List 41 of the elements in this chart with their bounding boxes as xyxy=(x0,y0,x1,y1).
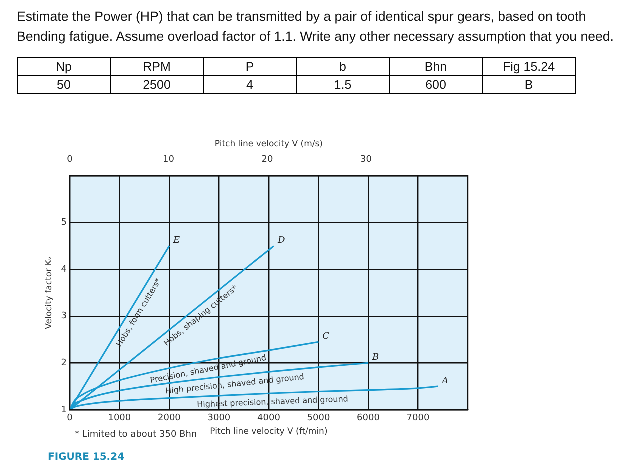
x-tick-label: 6000 xyxy=(357,414,380,424)
x-tick-label: 0 xyxy=(67,414,74,424)
y-tick-label: 5 xyxy=(61,218,67,228)
y-axis-title: Velocity factor Kᵥ xyxy=(44,256,54,330)
annotation: A xyxy=(441,376,450,387)
text: b xyxy=(296,58,390,76)
x-tick-label: 3000 xyxy=(208,414,231,424)
x2-tick-label: 10 xyxy=(162,154,175,165)
text: 4 xyxy=(204,76,296,94)
y-tick-label: 3 xyxy=(61,312,67,322)
x-tick-label: 4000 xyxy=(258,414,281,424)
text: P xyxy=(204,58,296,76)
x-tick-label: 5000 xyxy=(307,414,330,424)
x-tick-label: 2000 xyxy=(158,414,182,424)
y-tick-label: 1 xyxy=(61,405,67,416)
x-axis-title: Pitch line velocity V (ft/min) xyxy=(210,427,328,438)
annotation: C xyxy=(322,332,330,342)
y-tick-label: 4 xyxy=(61,264,68,275)
text: 50 xyxy=(18,76,110,94)
text: Np xyxy=(18,58,110,76)
text: RPM xyxy=(110,58,204,76)
x-tick-label: 7000 xyxy=(406,414,430,424)
text: 2500 xyxy=(110,76,204,94)
annotation: E xyxy=(172,236,180,246)
text: * Limited to about 350 Bhn xyxy=(75,430,198,440)
annotation: D xyxy=(276,236,286,246)
text: Bhn xyxy=(390,58,482,76)
text: B xyxy=(482,76,576,94)
caption: Fig 15.24 xyxy=(482,58,576,76)
text: 600 xyxy=(390,76,482,94)
chart-title: Estimate the Power (HP) that can be transmitted by a pair of identical spur gears, based on tooth Bending fatigue. Assume overload factor of 1.1. Write any other necessary assumption that you need. xyxy=(17,8,615,46)
text: 1.5 xyxy=(296,76,390,94)
x2-tick-label: 0 xyxy=(67,154,74,165)
series-label: Highest precision, shaved and ground xyxy=(196,394,349,410)
x-tick-label: 1000 xyxy=(108,414,132,424)
caption: FIGURE 15.24 xyxy=(48,452,125,463)
x2-tick-label: 30 xyxy=(360,154,372,165)
y-tick-label: 2 xyxy=(61,358,67,369)
annotation: B xyxy=(371,353,380,364)
x2-tick-label: 20 xyxy=(262,154,274,165)
x2-axis-title: Pitch line velocity V (m/s) xyxy=(214,139,324,150)
